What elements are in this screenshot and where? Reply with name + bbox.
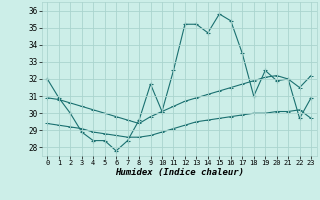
- X-axis label: Humidex (Indice chaleur): Humidex (Indice chaleur): [115, 168, 244, 177]
